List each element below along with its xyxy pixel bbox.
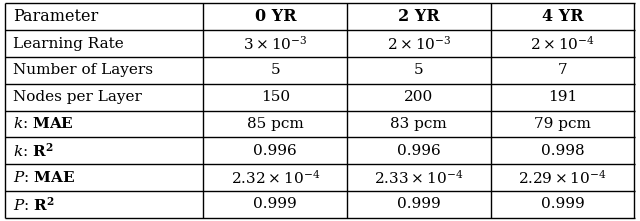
Text: 5: 5 bbox=[271, 63, 280, 77]
Text: 0.999: 0.999 bbox=[397, 197, 441, 211]
Text: 0.999: 0.999 bbox=[541, 197, 584, 211]
Text: $P$: $\mathbf{MAE}$: $P$: $\mathbf{MAE}$ bbox=[13, 170, 75, 185]
Text: 0.996: 0.996 bbox=[397, 144, 441, 158]
Text: 2 YR: 2 YR bbox=[398, 8, 440, 25]
Text: $3 \times 10^{-3}$: $3 \times 10^{-3}$ bbox=[243, 34, 308, 52]
Text: 5: 5 bbox=[414, 63, 424, 77]
Text: Number of Layers: Number of Layers bbox=[13, 63, 153, 77]
Text: $2 \times 10^{-3}$: $2 \times 10^{-3}$ bbox=[387, 34, 451, 52]
Text: 85 pcm: 85 pcm bbox=[247, 117, 303, 131]
Text: $2.33 \times 10^{-4}$: $2.33 \times 10^{-4}$ bbox=[374, 169, 463, 187]
Text: Nodes per Layer: Nodes per Layer bbox=[13, 90, 141, 104]
Text: 0.996: 0.996 bbox=[253, 144, 297, 158]
Text: $2.32 \times 10^{-4}$: $2.32 \times 10^{-4}$ bbox=[230, 169, 320, 187]
Text: 191: 191 bbox=[548, 90, 577, 104]
Text: 83 pcm: 83 pcm bbox=[390, 117, 447, 131]
Text: 150: 150 bbox=[260, 90, 290, 104]
Text: 4 YR: 4 YR bbox=[541, 8, 583, 25]
Text: 0 YR: 0 YR bbox=[255, 8, 296, 25]
Text: 79 pcm: 79 pcm bbox=[534, 117, 591, 131]
Text: $k$: $\mathbf{R}^{\mathbf{2}}$: $k$: $\mathbf{R}^{\mathbf{2}}$ bbox=[13, 142, 53, 160]
Text: 0.999: 0.999 bbox=[253, 197, 297, 211]
Text: 0.998: 0.998 bbox=[541, 144, 584, 158]
Text: 200: 200 bbox=[404, 90, 433, 104]
Text: Parameter: Parameter bbox=[13, 8, 98, 25]
Text: Learning Rate: Learning Rate bbox=[13, 36, 124, 51]
Text: 7: 7 bbox=[557, 63, 567, 77]
Text: $P$: $\mathbf{R}^{\mathbf{2}}$: $P$: $\mathbf{R}^{\mathbf{2}}$ bbox=[13, 195, 54, 213]
Text: $k$: $\mathbf{MAE}$: $k$: $\mathbf{MAE}$ bbox=[13, 116, 74, 131]
Text: $2.29 \times 10^{-4}$: $2.29 \times 10^{-4}$ bbox=[518, 169, 607, 187]
Text: $2 \times 10^{-4}$: $2 \times 10^{-4}$ bbox=[530, 34, 595, 52]
